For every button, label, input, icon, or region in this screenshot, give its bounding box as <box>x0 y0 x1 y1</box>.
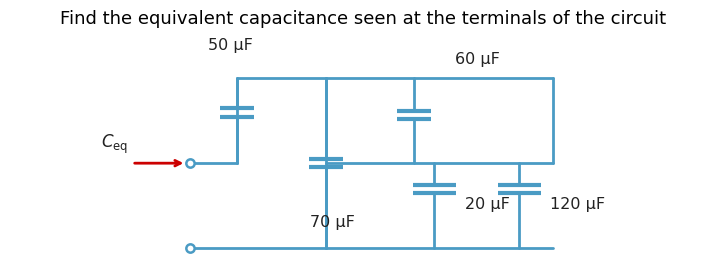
Text: Find the equivalent capacitance seen at the terminals of the circuit: Find the equivalent capacitance seen at … <box>60 10 666 28</box>
Text: 120 μF: 120 μF <box>550 197 605 212</box>
Text: 20 μF: 20 μF <box>465 197 510 212</box>
Text: 70 μF: 70 μF <box>310 215 355 230</box>
Text: 60 μF: 60 μF <box>454 52 499 67</box>
Text: 50 μF: 50 μF <box>208 39 253 53</box>
Text: $C_{\rm eq}$: $C_{\rm eq}$ <box>102 132 129 156</box>
